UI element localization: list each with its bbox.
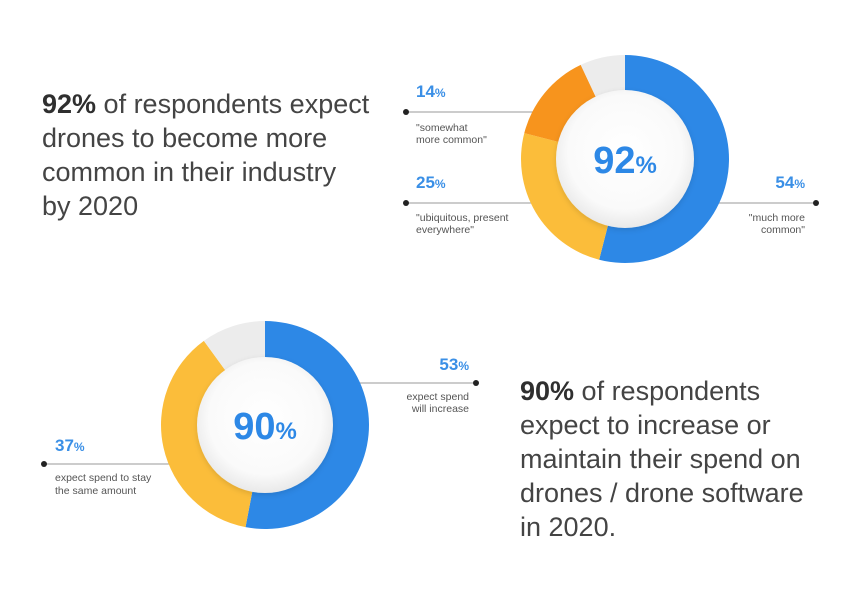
slice-description: more common" [416,134,487,146]
center-percent-label: 90% [233,406,297,448]
statement-drones-common: 92% of respondents expect drones to beco… [42,87,372,223]
statement-lead-percent: 90% [520,376,575,406]
slice-description: "somewhat [416,122,468,134]
statement-text: of respondents expect drones to become m… [42,89,370,221]
slice-value-label: 54% [775,173,805,192]
slice-description: expect spend to stay [55,472,152,484]
leader-dot [813,200,819,206]
donut-slice [160,340,253,528]
slice-description: everywhere" [416,224,474,236]
slice-description: will increase [411,403,469,415]
slice-description: expect spend [407,391,470,403]
donut-slice [203,321,265,371]
center-percent-label: 92% [593,140,657,182]
leader-dot [473,380,479,386]
slice-description: the same amount [55,485,136,497]
slice-description: "much more [749,212,805,224]
leader-dot [403,109,409,115]
statement-text: of respondents expect to increase or mai… [520,376,804,542]
leader-dot [403,200,409,206]
donut-slice [520,133,609,260]
slice-description: common" [761,224,805,236]
slice-value-label: 37% [55,436,85,455]
donut-slice [580,55,625,98]
slice-value-label: 53% [439,355,469,374]
donut-center [556,90,694,228]
slice-description: "ubiquitous, present [416,212,509,224]
statement-lead-percent: 92% [42,89,97,119]
slice-value-label: 14% [416,82,446,101]
leader-dot [41,461,47,467]
statement-spend: 90% of respondents expect to increase or… [520,374,830,544]
donut-slice [599,55,729,263]
donut-center [197,357,333,493]
donut-slice [524,64,597,143]
donut-slice [245,321,369,529]
slice-value-label: 25% [416,173,446,192]
